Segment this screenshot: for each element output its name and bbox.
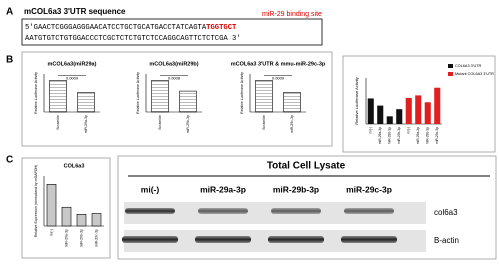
band (341, 236, 397, 243)
sequence-line: 5'GAACTCGGGAGGGAACATCCTGCTGCATGACCTATCAG… (25, 24, 237, 32)
x-tick-label: miR-29b-3p (388, 127, 392, 144)
band (122, 236, 178, 243)
x-tick-label: Scramble (158, 115, 162, 130)
sequence: 5'GAACTCGGGAGGGAACATCCTGCTGCATGACCTATCAG… (25, 24, 207, 32)
band (125, 208, 175, 214)
band (344, 208, 394, 214)
lane-label: miR-29a-3p (200, 184, 246, 194)
x-tick-label: miR-29a-3p (64, 229, 68, 247)
band (195, 236, 251, 243)
x-tick-label: mi(-) (49, 229, 53, 236)
lane-label: miR-29c-3p (346, 184, 392, 194)
p-value: 0.0008 (168, 75, 181, 80)
legend-swatch (448, 72, 453, 76)
bar (386, 116, 393, 124)
lane-label: miR-29b-3p (273, 184, 319, 194)
p-value: 0.0009 (272, 75, 285, 80)
x-tick-label: miR-29c-3p (435, 127, 439, 144)
y-axis-label: Relative Luciferase Activity (240, 72, 244, 114)
bar (424, 102, 431, 124)
bar (49, 80, 67, 113)
x-tick-label: miR-29c-3p (94, 229, 98, 247)
bar (396, 109, 403, 124)
blot-header: Total Cell Lysate (267, 161, 346, 172)
lane-label: mi(-) (141, 184, 160, 194)
panel-label: B (6, 55, 13, 66)
legend-swatch (448, 64, 453, 68)
x-tick-label: miR-29b-3p (426, 127, 430, 144)
panel-title: mCOL6a3 3'UTR sequence (24, 7, 126, 16)
x-tick-label: Scramble (56, 115, 60, 130)
x-tick-label: miR-29a-3p (84, 115, 88, 133)
x-tick-label: miR-29a-3p (378, 127, 382, 144)
bar (151, 80, 169, 113)
bar (377, 105, 384, 124)
row-label: B-actin (434, 236, 459, 245)
y-axis-label: Relative Luciferase Activity (136, 72, 140, 114)
bar (179, 90, 197, 113)
x-tick-label: miR-29a-3p (416, 127, 420, 144)
bar (77, 92, 95, 113)
row-label: col6a3 (434, 208, 458, 217)
y-axis-label: Relative Luciferase Activity (354, 77, 359, 125)
sequence-box (21, 18, 323, 46)
bar (76, 214, 87, 227)
bar (91, 213, 102, 227)
panel-label: A (6, 7, 13, 18)
bar (61, 206, 72, 227)
bar (283, 92, 301, 113)
chart-title: COL6a3 (64, 163, 85, 169)
band (271, 208, 321, 214)
annotation: miR-29 binding site (262, 11, 322, 18)
x-tick-label: mi(-) (369, 127, 373, 134)
legend-label: COL6A3 3'UTR (455, 64, 482, 68)
panel-box (21, 51, 333, 147)
band (268, 236, 324, 243)
sequence-line: AATGTGTCTGTGGACCCTCGCTCTCTGTCTCCAGGCAGTT… (25, 35, 241, 43)
bar (255, 80, 273, 113)
panel-label: C (6, 155, 13, 166)
x-tick-label: miR-29c-3p (397, 127, 401, 144)
x-tick-label: Scramble (262, 115, 266, 130)
legend-label: Mutant COL6A3 3'UTR (455, 72, 494, 76)
chart-title: mCOL6a3(miR29b) (149, 61, 198, 67)
y-axis-label: Relative Expression (normalized by mGAPD… (34, 165, 38, 237)
panel-box (117, 155, 497, 260)
bar (46, 184, 57, 227)
bar (405, 97, 412, 124)
x-tick-label: miR-29c-3p (290, 115, 294, 133)
chart-title: mCOL6a3 3'UTR & mmu-miR-29c-3p (231, 61, 326, 67)
bar (367, 98, 374, 124)
x-tick-label: miR-29b-3p (79, 229, 83, 247)
chart-title: mCOL6a3(miR29a) (48, 61, 97, 67)
band (198, 208, 248, 214)
binding-site: TGGTGCT (206, 24, 237, 32)
x-tick-label: mi(-) (407, 127, 411, 134)
bar (415, 95, 422, 124)
p-value: 0.0009 (66, 75, 79, 80)
bar (434, 87, 441, 124)
y-axis-label: Relative Luciferase Activity (34, 72, 38, 114)
x-tick-label: miR-29b-3p (186, 115, 190, 133)
panel-box (21, 157, 111, 259)
panel-box (342, 55, 496, 153)
